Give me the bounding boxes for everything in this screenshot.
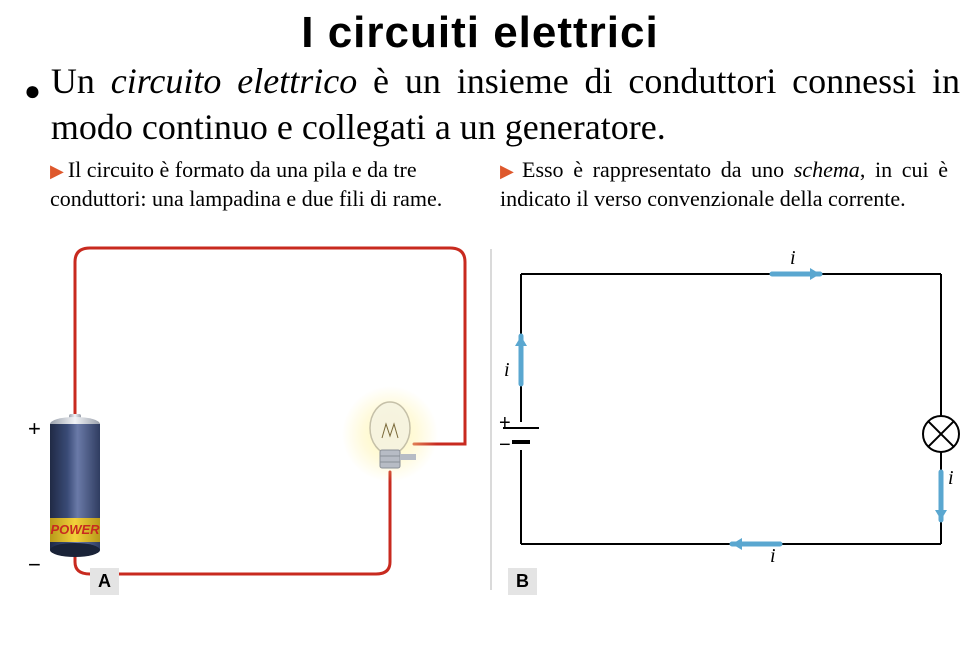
battery-minus-label: − [28,552,41,578]
diagram-area: ▶Il circuito è formato da una pila e da … [0,154,960,594]
svg-text:i: i [790,247,796,269]
panel-label-a: A [90,568,119,595]
schematic-minus-label: − [499,434,511,457]
bullet-icon: ● [24,78,41,106]
panel-label-b: B [508,568,537,595]
svg-text:i: i [948,467,954,489]
intro-row: ● Un circuito elettrico è un insieme di … [0,58,960,150]
svg-text:i: i [504,359,510,381]
schematic-plus-label: + [499,412,511,435]
svg-text:POWER: POWER [50,522,100,537]
diagram-svg: POWER i i i i [0,154,960,594]
intro-italic: circuito elettrico [111,61,357,101]
page-title: I circuiti elettrici [0,8,960,58]
intro-text: Un circuito elettrico è un insieme di co… [51,58,960,150]
intro-prefix: Un [51,61,111,101]
battery-plus-label: + [28,416,41,442]
svg-text:i: i [770,545,776,567]
